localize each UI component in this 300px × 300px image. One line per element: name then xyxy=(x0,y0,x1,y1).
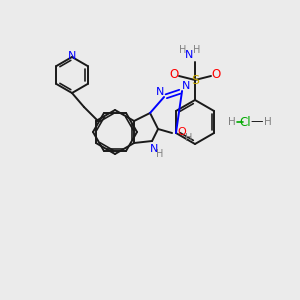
Text: H: H xyxy=(228,117,236,127)
Text: H: H xyxy=(156,149,164,159)
Text: H: H xyxy=(185,133,192,143)
Text: Cl: Cl xyxy=(239,116,251,128)
Text: O: O xyxy=(212,68,220,80)
Text: O: O xyxy=(177,127,186,137)
Text: N: N xyxy=(156,87,164,97)
Text: O: O xyxy=(169,68,178,80)
Text: N: N xyxy=(182,81,190,91)
Text: H: H xyxy=(264,117,272,127)
Text: H: H xyxy=(179,45,187,55)
Text: N: N xyxy=(185,50,193,60)
Text: N: N xyxy=(150,144,158,154)
Text: H: H xyxy=(193,45,201,55)
Text: —: — xyxy=(251,116,263,128)
Text: N: N xyxy=(68,51,76,61)
Text: S: S xyxy=(191,74,199,86)
